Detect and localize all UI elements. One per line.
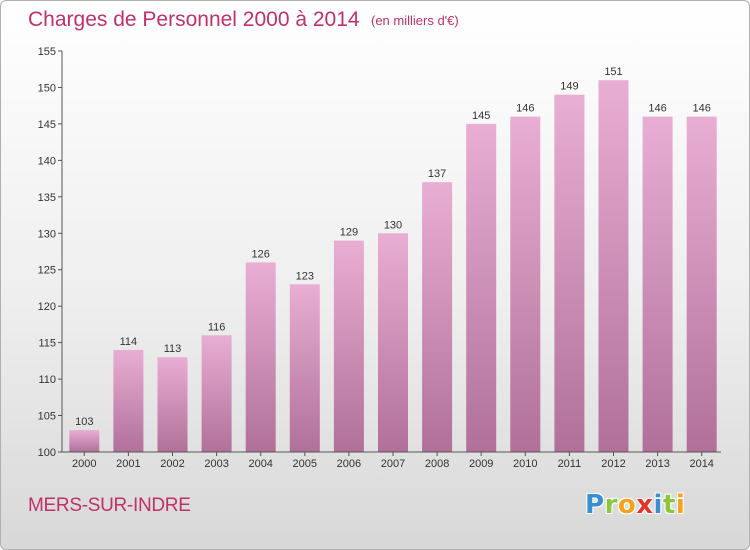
logo-letter: i — [675, 490, 686, 520]
y-tick-label: 155 — [38, 46, 56, 58]
logo-letter: x — [636, 490, 654, 520]
x-tick-label: 2014 — [689, 458, 713, 470]
x-tick-label: 2006 — [337, 458, 361, 470]
axes-layer — [58, 50, 721, 456]
y-tick-label: 150 — [38, 83, 56, 95]
y-tick-label: 125 — [38, 265, 56, 277]
x-tick-label: 2003 — [204, 458, 228, 470]
logo-letter: o — [617, 490, 637, 520]
bars-layer — [69, 80, 717, 453]
bar — [642, 116, 673, 452]
bar — [598, 80, 629, 452]
value-label: 137 — [428, 168, 446, 180]
bar — [554, 94, 585, 452]
x-tick-label: 2007 — [381, 458, 405, 470]
bar — [289, 284, 320, 452]
y-tick-label: 100 — [38, 447, 56, 459]
logo-letter: t — [662, 490, 676, 520]
value-label: 146 — [516, 103, 534, 115]
city-name: MERS-SUR-INDRE — [28, 495, 191, 516]
value-label: 103 — [75, 416, 93, 428]
x-tick-label: 2013 — [645, 458, 669, 470]
proxiti-logo: Proxiti — [585, 490, 685, 520]
value-label: 149 — [560, 81, 578, 93]
x-tick-label: 2008 — [425, 458, 449, 470]
bar — [69, 430, 100, 452]
x-tick-label: 2002 — [160, 458, 184, 470]
x-tick-label: 2001 — [116, 458, 140, 470]
bar — [201, 335, 232, 452]
value-label: 114 — [120, 336, 138, 348]
bar — [333, 240, 364, 452]
logo-letter: r — [604, 490, 618, 520]
value-label: 126 — [252, 248, 270, 260]
y-tick-label: 105 — [38, 411, 56, 423]
x-tick-label: 2010 — [513, 458, 537, 470]
chart-title: Charges de Personnel 2000 à 2014 — [28, 8, 360, 31]
value-label: 145 — [472, 110, 490, 122]
y-tick-label: 140 — [38, 155, 56, 167]
x-tick-label: 2009 — [469, 458, 493, 470]
x-tick-label: 2000 — [72, 458, 96, 470]
chart-subtitle: (en milliers d'€) — [371, 13, 459, 28]
y-tick-label: 115 — [38, 338, 56, 350]
y-tick-label: 120 — [38, 301, 56, 313]
value-label: 113 — [164, 343, 182, 355]
bar — [686, 116, 717, 452]
y-tick-label: 130 — [38, 228, 56, 240]
y-tick-label: 145 — [38, 119, 56, 131]
x-tick-label: 2004 — [248, 458, 272, 470]
value-label: 123 — [296, 270, 314, 282]
value-label: 151 — [604, 66, 622, 78]
bar — [510, 116, 541, 452]
labels-layer: 103 2000 114 2001 113 2002 116 2003 126 2004 123 20… — [38, 46, 714, 470]
y-tick-label: 110 — [38, 374, 56, 386]
value-label: 146 — [693, 103, 711, 115]
bar — [245, 262, 276, 452]
bar — [466, 123, 497, 453]
x-tick-label: 2005 — [293, 458, 317, 470]
x-tick-label: 2011 — [558, 458, 582, 470]
value-label: 130 — [384, 219, 402, 231]
y-tick-label: 135 — [38, 192, 56, 204]
logo-letter: i — [653, 490, 663, 520]
x-tick-label: 2012 — [601, 458, 625, 470]
logo-letter: P — [585, 490, 605, 520]
value-label: 116 — [208, 321, 226, 333]
bar — [113, 349, 144, 452]
value-label: 146 — [648, 103, 666, 115]
bar — [157, 357, 188, 452]
value-label: 129 — [340, 227, 358, 239]
bar — [378, 233, 408, 452]
bar — [422, 182, 453, 452]
